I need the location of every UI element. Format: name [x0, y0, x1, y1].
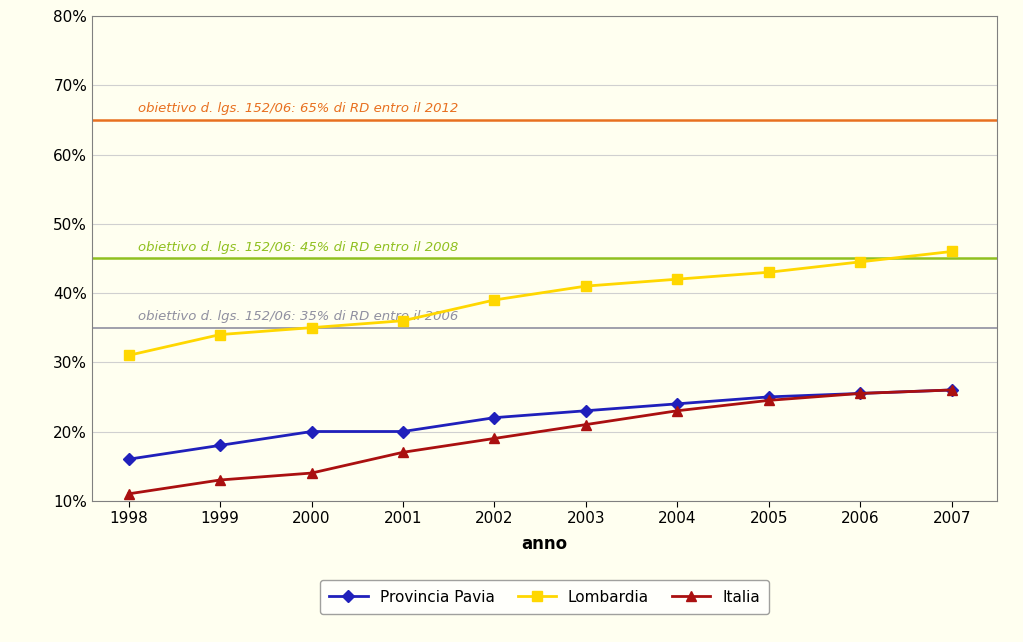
X-axis label: anno: anno	[522, 535, 568, 553]
Text: obiettivo d. lgs. 152/06: 65% di RD entro il 2012: obiettivo d. lgs. 152/06: 65% di RD entr…	[138, 102, 458, 115]
Text: obiettivo d. lgs. 152/06: 45% di RD entro il 2008: obiettivo d. lgs. 152/06: 45% di RD entr…	[138, 241, 458, 254]
Text: obiettivo d. lgs. 152/06: 35% di RD entro il 2006: obiettivo d. lgs. 152/06: 35% di RD entr…	[138, 310, 458, 323]
Legend: Provincia Pavia, Lombardia, Italia: Provincia Pavia, Lombardia, Italia	[320, 580, 769, 614]
